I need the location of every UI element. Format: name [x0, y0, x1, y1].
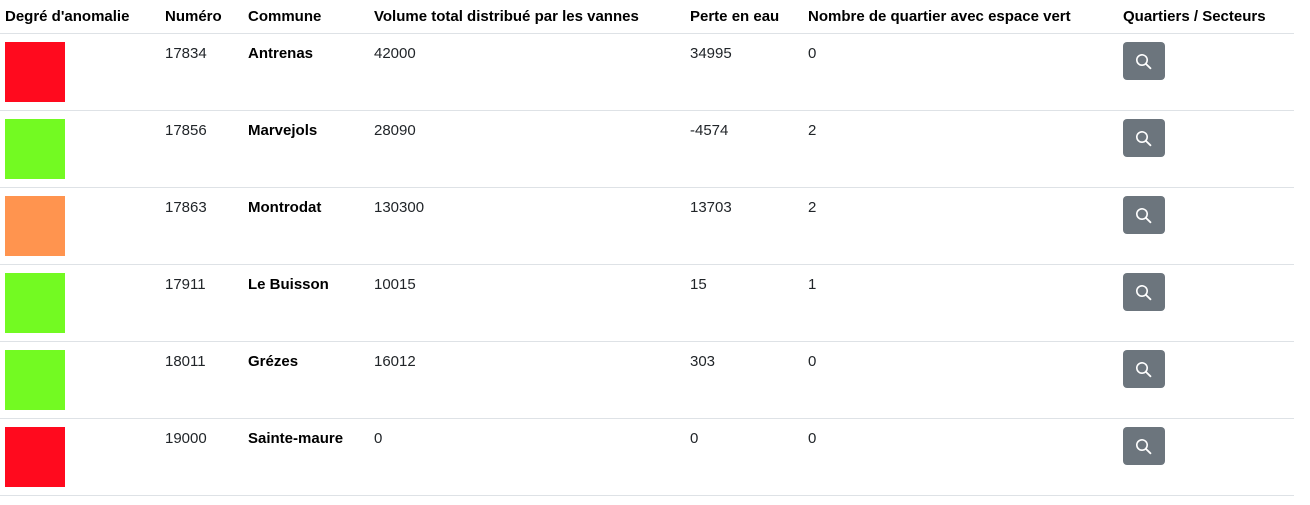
- header-number[interactable]: Numéro: [160, 0, 243, 34]
- search-icon: [1136, 439, 1152, 455]
- commune-cell: Le Buisson: [243, 264, 369, 342]
- anomaly-cell: [0, 264, 160, 342]
- anomaly-cell: [0, 187, 160, 265]
- sectors-cell: [1118, 418, 1294, 496]
- sectors-cell: [1118, 264, 1294, 342]
- table-row: 17863 Montrodat 130300 13703 2: [0, 187, 1294, 265]
- volume-cell: 28090: [369, 110, 685, 188]
- number-cell: 17911: [160, 264, 243, 342]
- volume-cell: 130300: [369, 187, 685, 265]
- search-icon: [1136, 131, 1152, 147]
- anomaly-swatch: [5, 273, 65, 333]
- header-green-districts[interactable]: Nombre de quartier avec espace vert: [803, 0, 1118, 34]
- number-cell: 17863: [160, 187, 243, 265]
- volume-cell: 0: [369, 418, 685, 496]
- commune-cell: Antrenas: [243, 33, 369, 111]
- anomaly-cell: [0, 33, 160, 111]
- green-districts-cell: 0: [803, 418, 1118, 496]
- commune-cell: Grézes: [243, 341, 369, 419]
- commune-cell: Sainte-maure: [243, 418, 369, 496]
- table-row: 19000 Sainte-maure 0 0 0: [0, 418, 1294, 496]
- number-cell: 17856: [160, 110, 243, 188]
- green-districts-cell: 0: [803, 341, 1118, 419]
- sectors-cell: [1118, 187, 1294, 265]
- green-districts-cell: 2: [803, 110, 1118, 188]
- green-districts-cell: 1: [803, 264, 1118, 342]
- search-icon: [1136, 362, 1152, 378]
- loss-cell: 303: [685, 341, 803, 419]
- sectors-cell: [1118, 33, 1294, 111]
- view-sectors-button[interactable]: [1123, 427, 1165, 465]
- search-icon: [1136, 208, 1152, 224]
- header-commune[interactable]: Commune: [243, 0, 369, 34]
- anomaly-cell: [0, 341, 160, 419]
- number-cell: 19000: [160, 418, 243, 496]
- anomaly-swatch: [5, 350, 65, 410]
- view-sectors-button[interactable]: [1123, 42, 1165, 80]
- table-row: 17834 Antrenas 42000 34995 0: [0, 33, 1294, 111]
- table-body: 17834 Antrenas 42000 34995 0 17856 Marve…: [0, 33, 1294, 496]
- search-icon: [1136, 285, 1152, 301]
- anomaly-cell: [0, 418, 160, 496]
- loss-cell: 0: [685, 418, 803, 496]
- header-loss[interactable]: Perte en eau: [685, 0, 803, 34]
- view-sectors-button[interactable]: [1123, 119, 1165, 157]
- anomaly-swatch: [5, 119, 65, 179]
- table-row: 17911 Le Buisson 10015 15 1: [0, 264, 1294, 342]
- number-cell: 17834: [160, 33, 243, 111]
- loss-cell: 34995: [685, 33, 803, 111]
- anomaly-swatch: [5, 427, 65, 487]
- header-sectors[interactable]: Quartiers / Secteurs: [1118, 0, 1294, 34]
- volume-cell: 42000: [369, 33, 685, 111]
- header-row: Degré d'anomalie Numéro Commune Volume t…: [0, 0, 1294, 34]
- anomaly-table: Degré d'anomalie Numéro Commune Volume t…: [0, 0, 1294, 496]
- commune-cell: Montrodat: [243, 187, 369, 265]
- header-anomaly[interactable]: Degré d'anomalie: [0, 0, 160, 34]
- view-sectors-button[interactable]: [1123, 273, 1165, 311]
- view-sectors-button[interactable]: [1123, 196, 1165, 234]
- loss-cell: -4574: [685, 110, 803, 188]
- number-cell: 18011: [160, 341, 243, 419]
- table-row: 18011 Grézes 16012 303 0: [0, 341, 1294, 419]
- anomaly-swatch: [5, 42, 65, 102]
- search-icon: [1136, 54, 1152, 70]
- header-volume[interactable]: Volume total distribué par les vannes: [369, 0, 685, 34]
- loss-cell: 15: [685, 264, 803, 342]
- green-districts-cell: 0: [803, 33, 1118, 111]
- anomaly-swatch: [5, 196, 65, 256]
- loss-cell: 13703: [685, 187, 803, 265]
- table-header: Degré d'anomalie Numéro Commune Volume t…: [0, 0, 1294, 34]
- anomaly-table-container: Degré d'anomalie Numéro Commune Volume t…: [0, 0, 1294, 496]
- sectors-cell: [1118, 341, 1294, 419]
- sectors-cell: [1118, 110, 1294, 188]
- anomaly-cell: [0, 110, 160, 188]
- volume-cell: 16012: [369, 341, 685, 419]
- table-row: 17856 Marvejols 28090 -4574 2: [0, 110, 1294, 188]
- commune-cell: Marvejols: [243, 110, 369, 188]
- volume-cell: 10015: [369, 264, 685, 342]
- green-districts-cell: 2: [803, 187, 1118, 265]
- view-sectors-button[interactable]: [1123, 350, 1165, 388]
